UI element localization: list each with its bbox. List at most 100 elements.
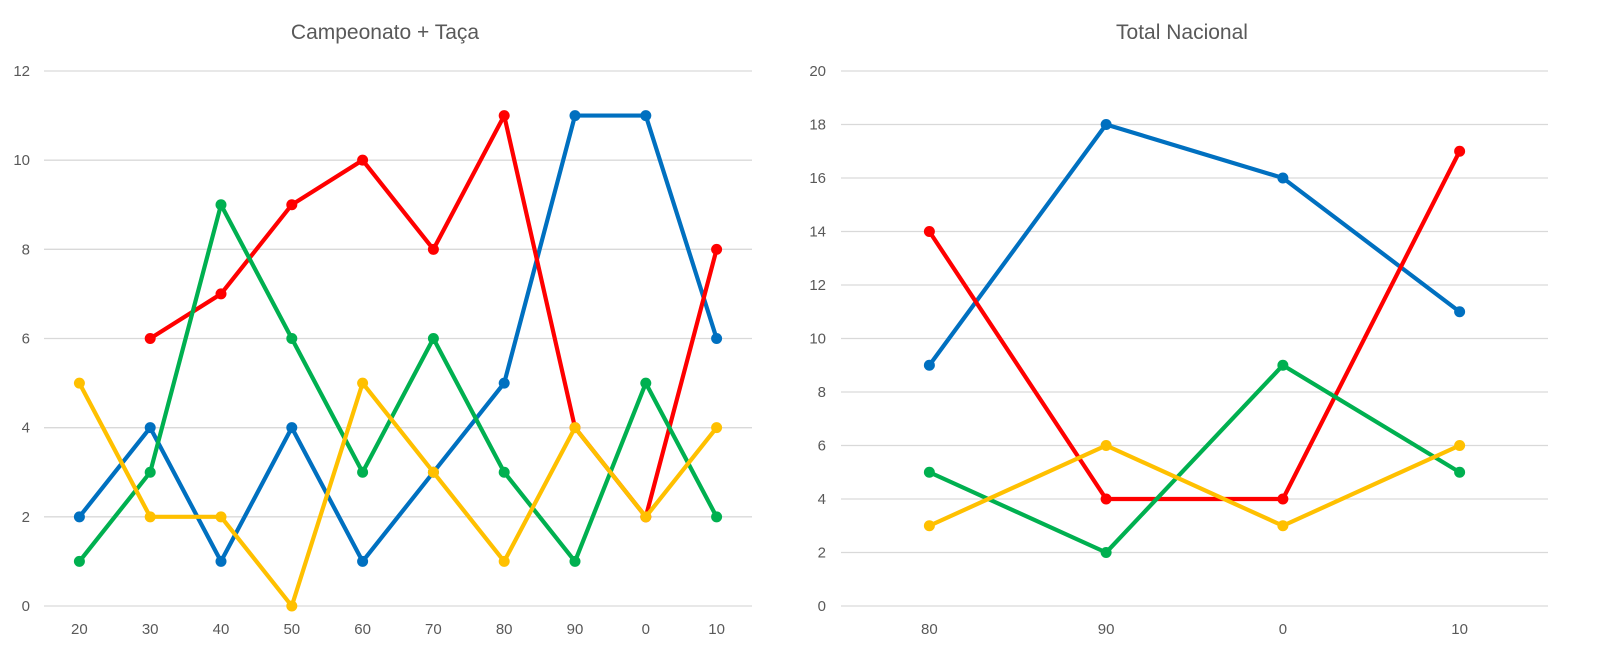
series-red-point — [498, 110, 510, 122]
x-tick-label: 0 — [642, 621, 650, 638]
chart-campeonato-taca-svg: Campeonato + Taça 0 2 4 6 8 10 12 20 30 40 50 60 70 8… — [13, 21, 752, 638]
series-green-point — [357, 466, 369, 478]
series-yellow-point — [498, 555, 510, 567]
y-tick-label: 2 — [818, 545, 826, 562]
series-green-line — [77, 202, 719, 564]
series-green-point — [1100, 547, 1112, 558]
series-green — [73, 199, 723, 567]
series-blue — [923, 119, 1466, 371]
series-red-point — [923, 226, 935, 237]
series-yellow-point — [144, 511, 156, 523]
series-green-point — [569, 555, 581, 567]
series-yellow-point — [640, 511, 652, 523]
x-tick-label: 40 — [213, 621, 230, 638]
series-yellow — [73, 377, 723, 612]
x-tick-label: 80 — [496, 621, 513, 638]
x-tick-label: 90 — [567, 621, 584, 638]
y-tick-label: 16 — [810, 170, 826, 187]
y-tick-label: 12 — [810, 277, 826, 294]
series-blue-point — [923, 359, 935, 371]
series-green-point — [498, 466, 510, 478]
series-blue-point — [569, 110, 581, 122]
series-yellow-point — [1100, 440, 1112, 451]
series-blue-point — [73, 511, 85, 523]
series-red-point — [1454, 145, 1466, 157]
series-green-point — [427, 333, 439, 344]
series-blue-point — [215, 555, 227, 567]
series-green-point — [144, 466, 156, 478]
series-yellow-point — [215, 511, 227, 523]
series-yellow-point — [1454, 440, 1466, 451]
series-red — [923, 145, 1466, 505]
series-blue-point — [1454, 306, 1466, 318]
series-yellow-point — [1277, 520, 1289, 532]
y-tick-label: 14 — [810, 224, 826, 241]
series-blue-point — [144, 422, 156, 434]
y-tick-label: 6 — [22, 331, 30, 348]
series-blue-point — [357, 555, 369, 567]
x-tick-label: 50 — [283, 621, 300, 638]
x-tick-label: 0 — [1279, 621, 1287, 638]
chart-title: Total Nacional — [1116, 21, 1248, 44]
series-yellow-point — [73, 377, 85, 389]
series-green-point — [711, 511, 723, 523]
series-green-point — [1277, 359, 1289, 371]
series-yellow-point — [711, 422, 723, 434]
x-tick-label: 90 — [1098, 621, 1115, 638]
series-blue-point — [1277, 172, 1289, 184]
series-yellow-point — [569, 422, 581, 434]
chart-title: Campeonato + Taça — [291, 21, 479, 44]
y-tick-label: 8 — [818, 384, 826, 401]
y-tick-label: 8 — [22, 241, 30, 258]
series-red-point — [357, 154, 369, 166]
series-red-line — [927, 149, 1462, 502]
series-blue-point — [711, 333, 723, 344]
y-tick-label: 0 — [22, 598, 30, 615]
series-green-point — [923, 466, 935, 478]
y-tick-label: 2 — [22, 509, 30, 526]
series-blue-point — [498, 377, 510, 389]
y-tick-label: 10 — [13, 152, 30, 169]
series-yellow-point — [427, 466, 439, 478]
y-tick-label: 10 — [810, 331, 826, 348]
series-green-point — [286, 333, 298, 344]
x-tick-label: 10 — [1451, 621, 1468, 638]
series-red-point — [1100, 493, 1112, 505]
y-tick-label: 20 — [810, 63, 826, 80]
x-tick-label: 60 — [354, 621, 371, 638]
series-red-point — [1277, 493, 1289, 505]
series-green-line — [927, 363, 1462, 555]
series-blue-point — [286, 422, 298, 434]
series-blue-line — [77, 113, 719, 564]
y-tick-label: 6 — [818, 438, 826, 455]
series-yellow-point — [286, 600, 298, 612]
x-tick-label: 20 — [71, 621, 88, 638]
series-red — [144, 110, 723, 523]
series-red-point — [144, 333, 156, 344]
series-green-point — [1454, 466, 1466, 478]
y-tick-label: 4 — [22, 420, 30, 437]
y-tick-label: 18 — [810, 117, 826, 134]
y-tick-label: 12 — [13, 63, 30, 80]
y-tick-label: 0 — [818, 598, 826, 615]
series-yellow-line — [77, 380, 719, 609]
series-red-point — [215, 288, 227, 300]
series-yellow — [923, 440, 1466, 532]
series-green — [923, 359, 1466, 558]
series-yellow-point — [357, 377, 369, 389]
chart-total-nacional: Total Nacional 0 2 4 6 8 10 12 14 16 18 20 80 90 0 10 — [809, 0, 1600, 663]
x-tick-label: 30 — [142, 621, 159, 638]
series-yellow-point — [923, 520, 935, 532]
x-tick-label: 10 — [708, 621, 725, 638]
x-tick-label: 70 — [425, 621, 442, 638]
y-tick-label: 4 — [818, 491, 826, 508]
series-blue — [73, 110, 723, 567]
series-yellow-line — [927, 443, 1462, 528]
series-red-point — [711, 243, 723, 255]
series-blue-line — [927, 122, 1462, 368]
x-tick-label: 80 — [921, 621, 938, 638]
series-blue-point — [640, 110, 652, 122]
series-green-point — [215, 199, 227, 211]
series-red-point — [286, 199, 298, 211]
series-green-point — [640, 377, 652, 389]
